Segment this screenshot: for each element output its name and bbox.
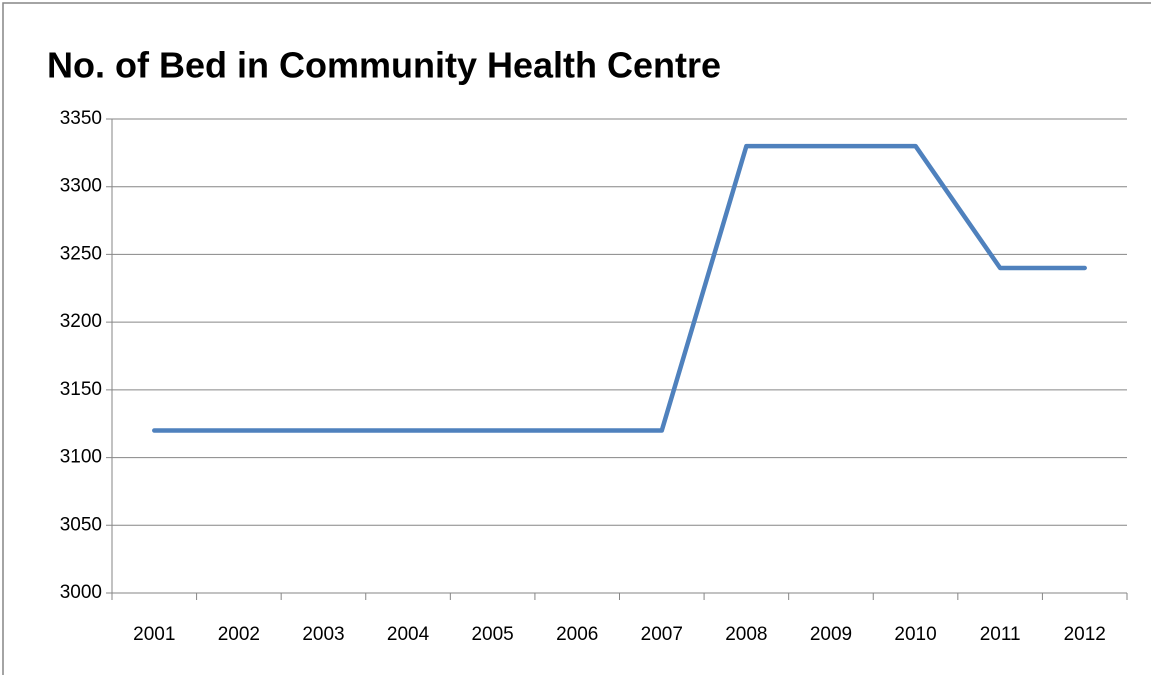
x-tick-label: 2010: [894, 624, 936, 645]
y-tick-label: 3100: [60, 447, 102, 468]
data-line: [152, 143, 1087, 433]
x-tick-label: 2001: [133, 624, 175, 645]
x-tick-label: 2012: [1064, 624, 1106, 645]
x-tick-label: 2002: [218, 624, 260, 645]
y-tick-label: 3050: [60, 514, 102, 535]
x-tick-label: 2005: [471, 624, 513, 645]
x-tick-label: 2004: [387, 624, 430, 645]
x-tick-label: 2003: [302, 624, 344, 645]
x-tick-label: 2008: [725, 624, 767, 645]
x-tick-label: 2007: [641, 624, 683, 645]
chart-title: No. of Bed in Community Health Centre: [47, 45, 721, 86]
y-tick-label: 3000: [60, 582, 102, 603]
y-tick-label: 3150: [60, 379, 102, 400]
y-tick-label: 3300: [60, 176, 102, 197]
x-tick-label: 2009: [810, 624, 852, 645]
y-tick-label: 3200: [60, 311, 102, 332]
y-tick-label: 3350: [60, 108, 102, 129]
y-tick-label: 3250: [60, 243, 102, 264]
x-tick-label: 2011: [980, 624, 1021, 645]
x-tick-label: 2006: [556, 624, 598, 645]
